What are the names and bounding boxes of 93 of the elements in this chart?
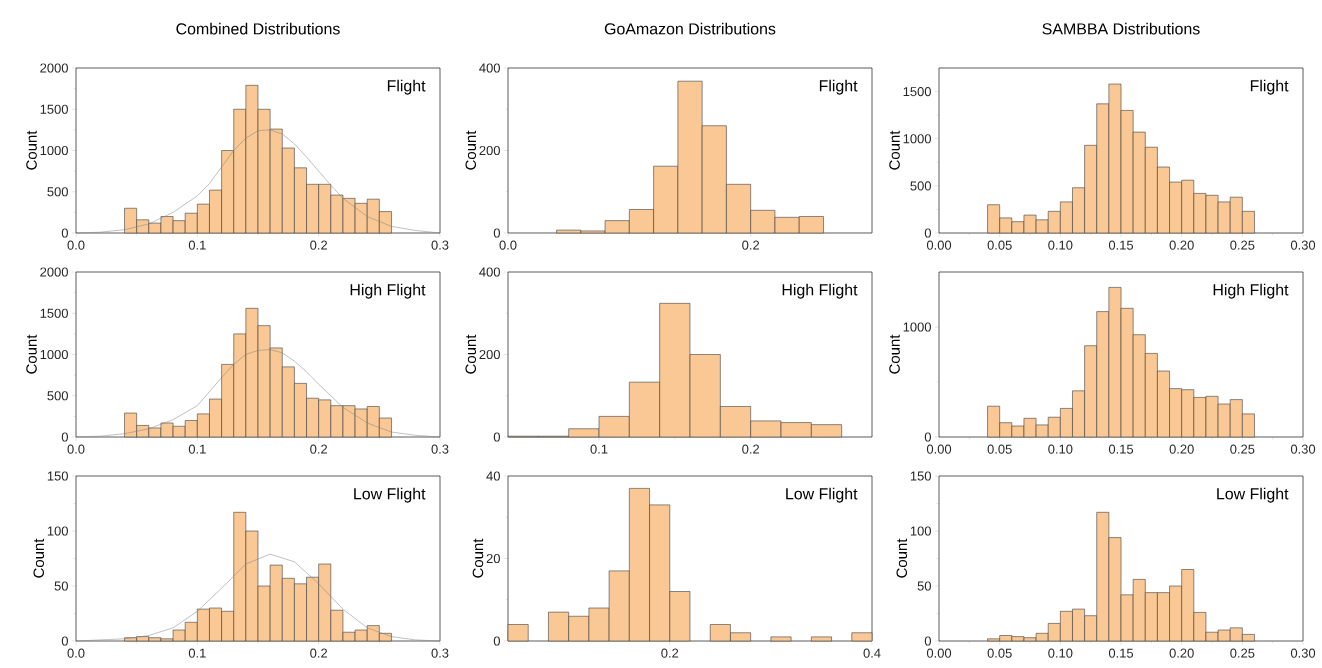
y-axis-title: Count — [26, 334, 37, 374]
x-tick-label: 0.05 — [987, 240, 1012, 250]
x-tick-label: 0.20 — [1169, 240, 1194, 250]
y-tick-label: 0 — [924, 432, 931, 442]
y-tick-label: 100 — [910, 526, 931, 536]
y-axis-title: Count — [465, 334, 477, 374]
y-axis-title: Count — [26, 130, 37, 170]
y-tick-label: 200 — [479, 349, 500, 360]
x-tick-label: 0.2 — [661, 648, 679, 658]
annotation: Low Flight — [354, 487, 426, 503]
y-tick-label: 150 — [47, 471, 68, 481]
y-tick-label: 0 — [61, 636, 68, 646]
x-tick-label: 0.15 — [1108, 648, 1134, 658]
y-tick-label: 1500 — [40, 308, 68, 318]
y-tick-label: 1000 — [903, 134, 931, 144]
x-tick-label: 0.2 — [310, 444, 328, 454]
annotation: High Flight — [782, 283, 858, 299]
x-tick-label: 0.0 — [67, 240, 85, 250]
y-axis-title: Count — [33, 538, 45, 578]
x-tick-label: 0.3 — [431, 240, 449, 250]
x-tick-label: 0.30 — [1290, 648, 1316, 658]
y-tick-label: 150 — [910, 471, 931, 481]
y-tick-label: 0 — [493, 432, 500, 442]
x-tick-label: 0.00 — [926, 648, 952, 658]
x-tick-label: 0.2 — [742, 444, 760, 454]
x-tick-label: 0.15 — [1108, 444, 1134, 454]
x-tick-label: 0.05 — [987, 648, 1012, 658]
y-tick-label: 200 — [479, 145, 500, 156]
y-axis-title: Count — [889, 334, 900, 374]
x-tick-label: 0.30 — [1290, 444, 1316, 454]
x-tick-label: 0.25 — [1230, 240, 1255, 250]
annotation: High Flight — [350, 283, 426, 299]
chart-title: Combined Distributions — [176, 22, 340, 35]
y-tick-label: 1500 — [903, 86, 931, 97]
y-axis-title: Count — [465, 130, 477, 170]
y-tick-label: 500 — [47, 391, 68, 401]
x-tick-label: 0.2 — [310, 240, 328, 250]
y-tick-label: 0 — [61, 432, 68, 442]
x-tick-label: 0.3 — [431, 648, 449, 658]
y-tick-label: 1000 — [903, 322, 931, 332]
chart-title: GoAmazon Distributions — [604, 22, 776, 35]
y-tick-label: 0 — [61, 228, 68, 238]
annotation: High Flight — [1213, 283, 1289, 299]
x-tick-label: 0.10 — [1048, 444, 1073, 454]
annotation: Flight — [819, 79, 858, 95]
y-tick-label: 20 — [486, 553, 500, 564]
y-axis-title: Count — [889, 130, 900, 170]
y-tick-label: 2000 — [40, 63, 68, 73]
x-tick-label: 0.00 — [926, 240, 952, 250]
x-tick-label: 0.25 — [1230, 444, 1255, 454]
x-tick-label: 0.30 — [1290, 240, 1316, 250]
y-tick-label: 1000 — [40, 349, 68, 360]
y-tick-label: 0 — [493, 636, 500, 646]
annotation: Low Flight — [1217, 487, 1289, 503]
x-tick-label: 0.2 — [742, 240, 760, 250]
x-tick-label: 0.05 — [987, 444, 1012, 454]
x-tick-label: 0.1 — [590, 444, 608, 454]
y-tick-label: 2000 — [40, 267, 68, 277]
annotation: Flight — [1250, 79, 1289, 95]
x-tick-label: 0.1 — [188, 444, 206, 454]
x-tick-label: 0.1 — [188, 240, 206, 250]
y-tick-label: 400 — [479, 63, 500, 73]
annotation: Flight — [387, 79, 426, 95]
y-tick-label: 500 — [47, 187, 68, 197]
y-axis-title: Count — [472, 538, 484, 578]
x-tick-label: 0.0 — [67, 444, 85, 454]
y-axis-title: Count — [896, 538, 908, 578]
y-tick-label: 1500 — [40, 104, 68, 114]
x-tick-label: 0.3 — [431, 444, 449, 454]
x-tick-label: 0.0 — [67, 648, 85, 658]
y-tick-label: 40 — [486, 471, 500, 481]
y-tick-label: 400 — [479, 267, 500, 277]
y-tick-label: 0 — [924, 228, 931, 238]
x-tick-label: 0.1 — [188, 648, 206, 658]
y-tick-label: 0 — [924, 636, 931, 646]
chart-title: SAMBBA Distributions — [1042, 22, 1200, 35]
y-tick-label: 50 — [54, 581, 68, 591]
x-tick-label: 0.00 — [926, 444, 952, 454]
x-tick-label: 0.20 — [1169, 444, 1194, 454]
x-tick-label: 0.10 — [1048, 240, 1073, 250]
y-tick-label: 0 — [493, 228, 500, 238]
y-tick-label: 500 — [910, 181, 931, 191]
y-tick-label: 1000 — [40, 145, 68, 156]
x-tick-label: 0.2 — [310, 648, 328, 658]
x-tick-label: 0.25 — [1230, 648, 1255, 658]
y-tick-label: 50 — [917, 581, 931, 591]
x-tick-label: 0.4 — [863, 648, 881, 658]
annotation: Low Flight — [786, 487, 858, 503]
x-tick-label: 0.10 — [1048, 648, 1073, 658]
y-tick-label: 100 — [47, 526, 68, 536]
x-tick-label: 0.0 — [499, 240, 517, 250]
x-tick-label: 0.15 — [1108, 240, 1134, 250]
x-tick-label: 0.20 — [1169, 648, 1194, 658]
